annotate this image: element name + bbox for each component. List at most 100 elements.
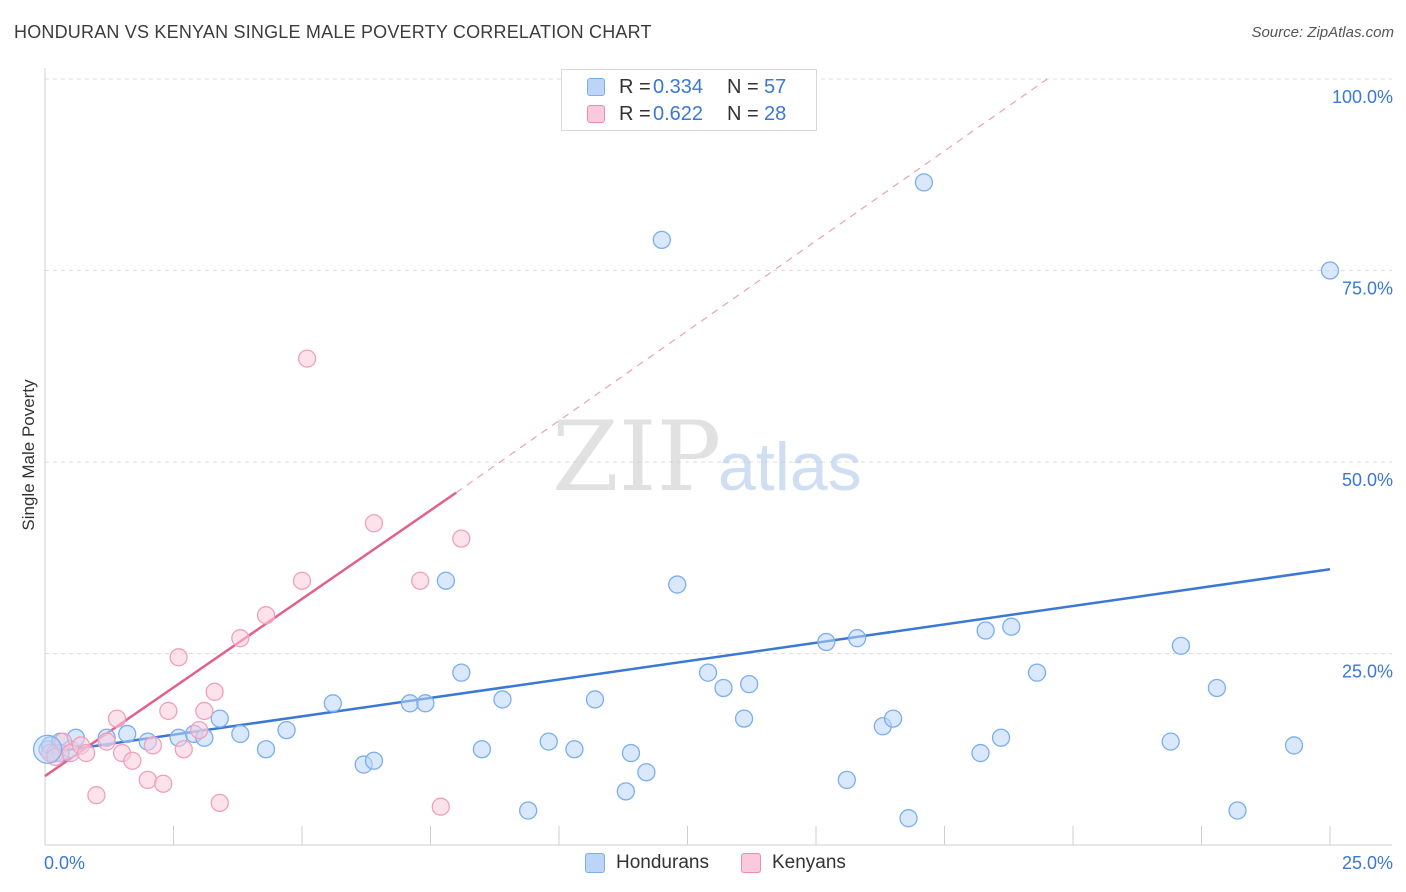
x-tick-label: 25.0% <box>1342 853 1393 873</box>
y-axis-label: Single Male Poverty <box>19 379 38 531</box>
legend-swatch-kenyans <box>740 853 761 873</box>
legend-row-kenyans: R = 0.622 N = 28 <box>587 101 786 127</box>
point-hondurans <box>585 690 605 709</box>
point-hondurans <box>1207 678 1227 698</box>
point-kenyans <box>256 606 276 625</box>
point-kenyans <box>431 797 450 816</box>
point-hondurans <box>1320 261 1340 280</box>
point-hondurans <box>899 809 918 828</box>
legend-swatch-hondurans <box>587 78 605 96</box>
watermark-zip: ZIP <box>552 401 721 513</box>
y-tick-label: 100.0% <box>1332 87 1393 107</box>
legend-label-kenyans: Kenyans <box>771 852 846 873</box>
point-hondurans <box>452 663 471 682</box>
legend-n-value: 28 <box>764 102 787 125</box>
point-hondurans <box>493 690 512 709</box>
y-tick-label: 75.0% <box>1342 279 1393 299</box>
point-kenyans <box>76 743 96 763</box>
point-kenyans <box>411 571 430 590</box>
trend-lines <box>44 78 1331 778</box>
legend-r-value: 0.622 <box>653 102 704 125</box>
point-cluster-hondurans <box>32 734 63 764</box>
legend-row-hondurans: R = 0.334 N = 57 <box>587 74 786 100</box>
point-hondurans <box>323 694 342 713</box>
legend-r-value: 0.334 <box>653 75 704 98</box>
legend-swatch-hondurans <box>585 853 605 873</box>
point-kenyans <box>231 629 250 648</box>
point-hondurans <box>837 770 856 790</box>
point-kenyans <box>138 770 157 790</box>
point-kenyans <box>169 648 188 667</box>
point-hondurans <box>971 743 990 763</box>
point-kenyans <box>205 682 224 701</box>
point-hondurans <box>652 230 671 250</box>
point-hondurans <box>400 694 420 713</box>
point-kenyans <box>154 774 173 793</box>
point-hondurans <box>621 743 641 763</box>
y-tick-label: 50.0% <box>1342 470 1393 490</box>
legend-n-value: 57 <box>764 75 787 98</box>
x-tick-label: 0.0% <box>44 853 85 873</box>
point-hondurans <box>616 782 635 801</box>
point-hondurans <box>734 709 754 728</box>
point-kenyans <box>195 701 214 721</box>
point-hondurans <box>1228 801 1247 820</box>
point-hondurans <box>1161 732 1180 751</box>
point-kenyans <box>452 529 471 548</box>
point-kenyans <box>123 751 142 770</box>
point-hondurans <box>436 571 456 590</box>
point-hondurans <box>231 724 250 744</box>
stats-legend: R = 0.334 N = 57 R = 0.622 N = 28 <box>561 69 817 131</box>
point-hondurans <box>714 678 733 698</box>
point-hondurans <box>740 674 759 694</box>
point-kenyans <box>159 701 178 721</box>
trend-extension-kenyans <box>455 78 1048 494</box>
point-hondurans <box>976 621 995 640</box>
point-kenyans <box>292 571 312 590</box>
legend-n-label: N = <box>727 75 759 98</box>
point-kenyans <box>174 740 193 759</box>
point-hondurans <box>817 632 836 652</box>
point-kenyans <box>87 786 106 805</box>
tick-labels: 25.0% 50.0% 75.0% 100.0% 0.0% 25.0% <box>44 87 1393 873</box>
point-hondurans <box>914 173 934 192</box>
legend-label-hondurans: Hondurans <box>616 852 709 873</box>
point-hondurans <box>472 740 492 759</box>
point-hondurans <box>698 663 718 682</box>
point-kenyans <box>97 732 116 751</box>
point-hondurans <box>637 763 656 782</box>
point-hondurans <box>565 740 584 759</box>
point-hondurans <box>991 728 1011 747</box>
legend-item-kenyans: Kenyans <box>740 852 846 874</box>
point-hondurans <box>883 709 903 728</box>
point-hondurans <box>519 801 538 820</box>
legend-swatch-kenyans <box>587 105 605 123</box>
point-hondurans <box>847 629 867 648</box>
legend-item-hondurans: Hondurans <box>585 852 709 874</box>
point-hondurans <box>416 694 435 713</box>
grid-lines <box>45 78 1392 654</box>
point-hondurans <box>277 720 296 740</box>
trend-line-hondurans <box>44 568 1331 755</box>
point-hondurans <box>1002 617 1021 636</box>
point-kenyans <box>364 514 384 533</box>
legend-r-label: R = <box>619 75 651 98</box>
point-kenyans <box>297 349 317 368</box>
point-hondurans <box>364 751 384 770</box>
point-hondurans <box>539 732 558 751</box>
point-kenyans <box>143 736 163 755</box>
chart-title: HONDURAN VS KENYAN SINGLE MALE POVERTY C… <box>14 22 652 42</box>
legend-n-label: N = <box>727 102 759 125</box>
point-hondurans <box>1284 736 1304 755</box>
point-hondurans <box>118 724 137 744</box>
point-hondurans <box>256 740 276 759</box>
source-attribution: Source: ZipAtlas.com <box>1251 24 1394 41</box>
watermark-atlas: atlas <box>718 429 862 505</box>
point-hondurans <box>1027 663 1047 682</box>
axes <box>44 68 1392 846</box>
point-kenyans <box>190 720 209 740</box>
point-kenyans <box>210 793 229 813</box>
point-hondurans <box>210 709 229 728</box>
data-points <box>32 173 1340 828</box>
